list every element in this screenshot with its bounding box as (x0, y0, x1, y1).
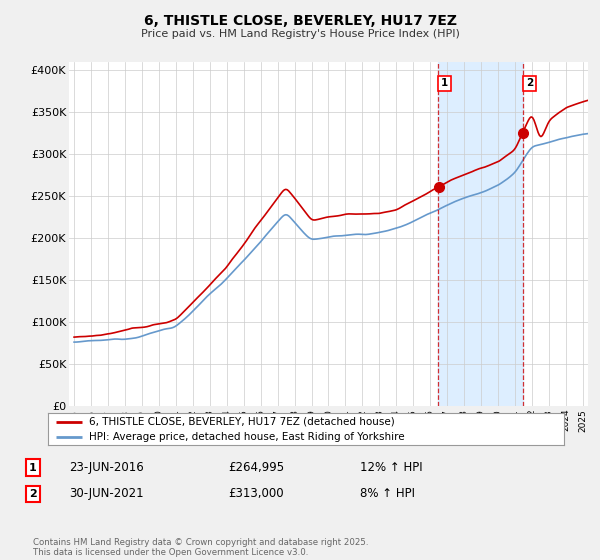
Text: 6, THISTLE CLOSE, BEVERLEY, HU17 7EZ (detached house): 6, THISTLE CLOSE, BEVERLEY, HU17 7EZ (de… (89, 417, 395, 427)
Text: 1: 1 (441, 78, 448, 88)
Text: 2: 2 (526, 78, 533, 88)
Text: Price paid vs. HM Land Registry's House Price Index (HPI): Price paid vs. HM Land Registry's House … (140, 29, 460, 39)
Bar (438, 62, 523, 406)
Text: £313,000: £313,000 (228, 487, 284, 501)
Text: HPI: Average price, detached house, East Riding of Yorkshire: HPI: Average price, detached house, East… (89, 432, 405, 442)
Text: 12% ↑ HPI: 12% ↑ HPI (360, 461, 422, 474)
Text: 30-JUN-2021: 30-JUN-2021 (69, 487, 143, 501)
Text: 2: 2 (29, 489, 37, 499)
Text: £264,995: £264,995 (228, 461, 284, 474)
Text: 8% ↑ HPI: 8% ↑ HPI (360, 487, 415, 501)
Text: Contains HM Land Registry data © Crown copyright and database right 2025.
This d: Contains HM Land Registry data © Crown c… (33, 538, 368, 557)
Text: 6, THISTLE CLOSE, BEVERLEY, HU17 7EZ: 6, THISTLE CLOSE, BEVERLEY, HU17 7EZ (143, 14, 457, 28)
Text: 1: 1 (29, 463, 37, 473)
Text: 23-JUN-2016: 23-JUN-2016 (69, 461, 144, 474)
